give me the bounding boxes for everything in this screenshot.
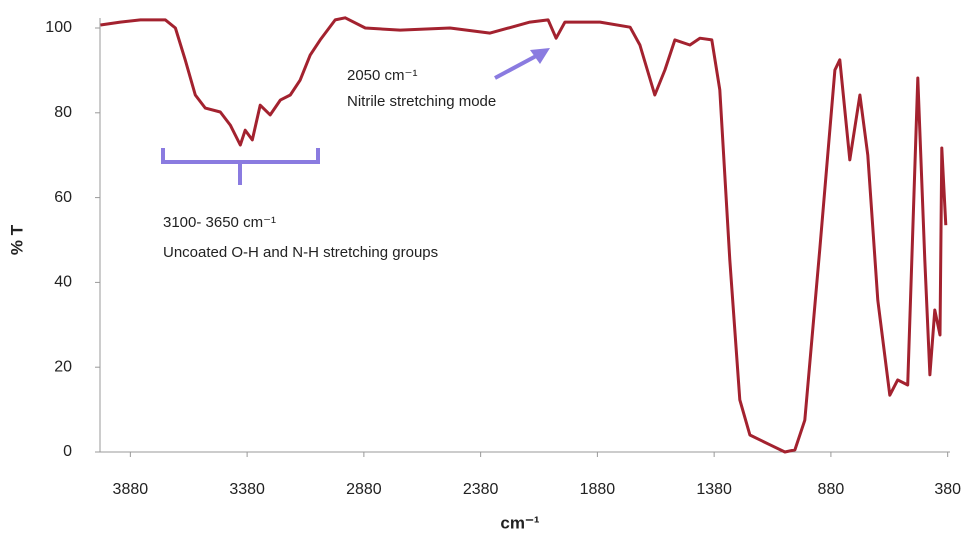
y-tick-label: 80 — [54, 104, 72, 121]
y-tick-label: 0 — [63, 443, 72, 460]
annotation: Uncoated O-H and N-H stretching groups — [163, 244, 438, 261]
annotation: 3100- 3650 cm⁻¹ — [163, 214, 276, 231]
x-tick-label: 1380 — [696, 481, 732, 498]
x-tick-label: 2380 — [463, 481, 499, 498]
x-tick-label: 380 — [934, 481, 961, 498]
bracket — [161, 148, 320, 185]
y-axis-label: % T — [7, 224, 26, 255]
x-tick-label: 3880 — [113, 481, 149, 498]
spectrum-line — [100, 16, 948, 454]
y-tick-label: 20 — [54, 358, 72, 375]
x-tick-label: 3380 — [229, 481, 265, 498]
x-axis-label: cm⁻¹ — [500, 513, 540, 532]
x-tick-label: 880 — [818, 481, 845, 498]
annotation: Nitrile stretching mode — [347, 93, 496, 110]
arrow — [494, 53, 539, 80]
y-tick-label: 40 — [54, 274, 72, 291]
arrow-head — [530, 48, 550, 64]
annotation: 2050 cm⁻¹ — [347, 67, 417, 84]
x-tick-label: 1880 — [580, 481, 616, 498]
y-tick-label: 100 — [45, 19, 72, 36]
x-tick-label: 2880 — [346, 481, 382, 498]
y-tick-label: 60 — [54, 189, 72, 206]
